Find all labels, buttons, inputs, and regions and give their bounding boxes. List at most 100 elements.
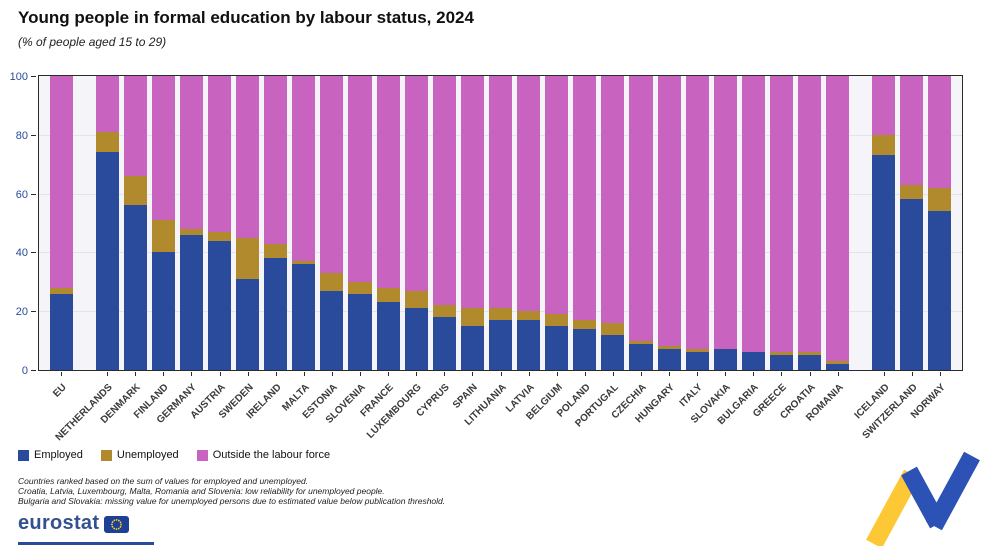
footnote-line: Bulgaria and Slovakia: missing value for…: [18, 496, 446, 506]
x-tick-mark: [135, 372, 137, 376]
x-tick-mark: [472, 372, 474, 376]
legend-label: Employed: [34, 449, 83, 461]
segment-unemployed: [826, 361, 850, 365]
segment-outside-the-labour-force: [179, 76, 203, 229]
eu-flag-icon: [104, 516, 130, 533]
x-tick-mark: [500, 372, 502, 376]
page-title: Young people in formal education by labo…: [18, 8, 474, 27]
segment-outside-the-labour-force: [488, 76, 513, 309]
eurostat-wordmark: eurostat: [18, 512, 100, 534]
segment-employed: [95, 152, 119, 370]
segment-unemployed: [151, 220, 175, 253]
bar-portugal: [601, 76, 625, 370]
segment-employed: [713, 349, 737, 370]
segment-outside-the-labour-force: [872, 76, 896, 135]
x-tick-mark: [331, 372, 333, 376]
segment-employed: [545, 325, 569, 370]
legend-item: Employed: [18, 449, 83, 461]
segment-employed: [629, 343, 653, 370]
y-tick-mark: [31, 76, 36, 77]
x-tick-mark: [163, 372, 165, 376]
segment-outside-the-labour-force: [928, 76, 952, 188]
bar-norway: [928, 76, 952, 370]
segment-employed: [741, 352, 765, 370]
y-tick-label: 100: [9, 71, 28, 83]
segment-outside-the-labour-force: [49, 76, 73, 288]
x-tick-mark: [444, 372, 446, 376]
segment-unemployed: [432, 305, 456, 318]
bar-ireland: [264, 76, 288, 370]
bar-netherlands: [95, 76, 119, 370]
bar-denmark: [123, 76, 147, 370]
segment-employed: [769, 355, 793, 370]
x-tick-mark: [247, 372, 249, 376]
bar-spain: [460, 76, 484, 370]
x-tick-mark: [669, 372, 671, 376]
bar-romania: [826, 76, 850, 370]
segment-outside-the-labour-force: [713, 76, 737, 350]
segment-outside-the-labour-force: [545, 76, 569, 315]
segment-unemployed: [376, 287, 400, 303]
segment-outside-the-labour-force: [685, 76, 709, 350]
segment-unemployed: [264, 243, 288, 259]
bar-iceland: [872, 76, 896, 370]
y-tick-mark: [31, 311, 36, 313]
segment-employed: [928, 211, 952, 370]
x-tick-mark: [556, 372, 558, 376]
bar-italy: [685, 76, 709, 370]
y-axis: 0 20 40 60 80 100: [0, 71, 37, 377]
bar-lithuania: [488, 76, 513, 370]
segment-unemployed: [320, 272, 344, 291]
x-tick-mark: [697, 372, 699, 376]
x-tick-mark: [416, 372, 418, 376]
segment-employed: [236, 278, 260, 370]
legend-swatch: [18, 449, 29, 461]
x-tick-mark: [360, 372, 362, 376]
segment-outside-the-labour-force: [207, 76, 232, 232]
segment-employed: [49, 293, 73, 370]
segment-outside-the-labour-force: [798, 76, 822, 353]
bar-bulgaria: [741, 76, 765, 370]
x-tick-mark: [781, 372, 783, 376]
segment-unemployed: [517, 311, 541, 320]
x-tick-mark: [837, 372, 839, 376]
x-tick-mark: [911, 372, 913, 376]
x-tick-mark: [388, 372, 390, 376]
segment-employed: [292, 264, 316, 370]
segment-unemployed: [629, 340, 653, 344]
segment-employed: [517, 320, 541, 370]
segment-employed: [826, 364, 850, 370]
segment-outside-the-labour-force: [517, 76, 541, 312]
segment-employed: [872, 155, 896, 370]
x-tick-mark: [275, 372, 277, 376]
segment-outside-the-labour-force: [432, 76, 456, 306]
legend-item: Unemployed: [100, 449, 179, 461]
segment-outside-the-labour-force: [292, 76, 316, 262]
segment-outside-the-labour-force: [900, 76, 924, 185]
segment-employed: [900, 199, 924, 370]
segment-employed: [432, 317, 456, 370]
bar-belgium: [545, 76, 569, 370]
segment-outside-the-labour-force: [460, 76, 484, 309]
legend: Employed Unemployed Outside the labour for…: [18, 449, 330, 461]
segment-outside-the-labour-force: [657, 76, 681, 347]
segment-outside-the-labour-force: [123, 76, 147, 176]
bar-slovenia: [348, 76, 372, 370]
x-tick-mark: [725, 372, 727, 376]
bar-austria: [207, 76, 232, 370]
segment-employed: [123, 205, 147, 370]
segment-outside-the-labour-force: [320, 76, 344, 273]
segment-employed: [404, 308, 428, 370]
bar-hungary: [657, 76, 681, 370]
bar-switzerland: [900, 76, 924, 370]
legend-item: Outside the labour force: [196, 449, 331, 461]
y-tick-mark: [31, 134, 36, 136]
bar-cyprus: [432, 76, 456, 370]
segment-employed: [460, 325, 484, 370]
legend-label: Outside the labour force: [212, 449, 331, 461]
segment-employed: [657, 349, 681, 370]
y-tick-label: 0: [21, 365, 28, 377]
segment-outside-the-labour-force: [573, 76, 597, 321]
bar-poland: [573, 76, 597, 370]
y-tick-mark: [31, 252, 36, 254]
